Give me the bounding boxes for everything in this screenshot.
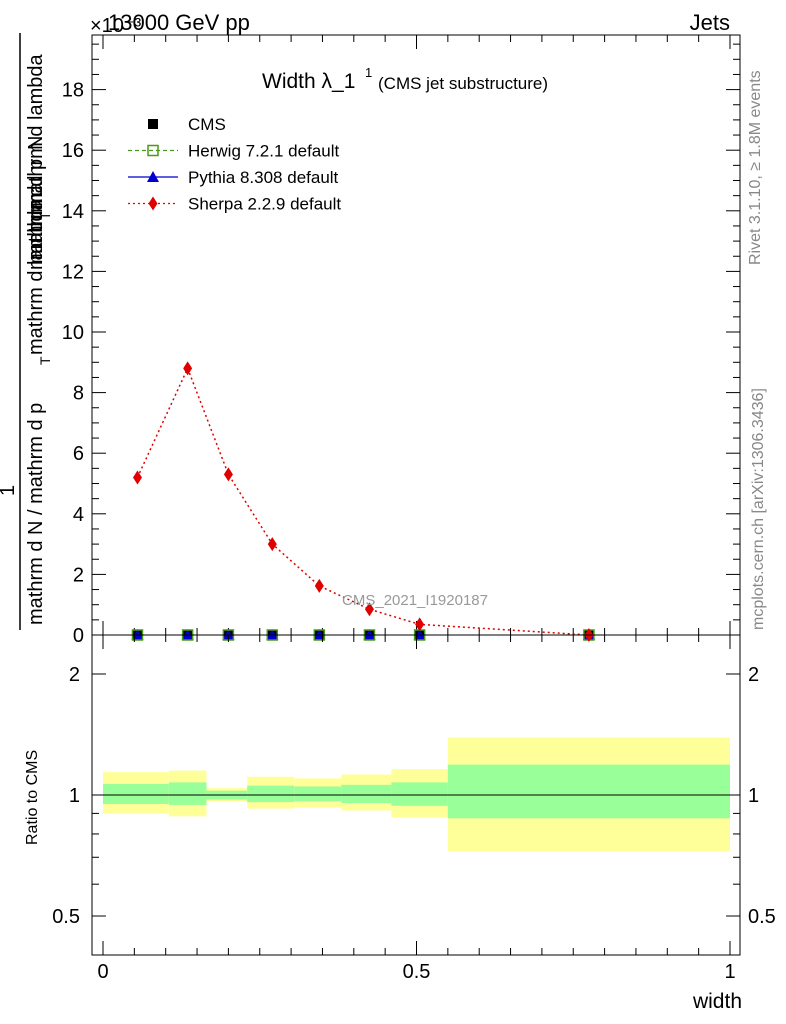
- main-y-axis: 0 2 4 6 8 10 12 14 16 18: [62, 43, 740, 647]
- ratio-band-inner: [247, 785, 295, 803]
- ratio-panel: 0.5 0.51 12 2 0 0.5 1 Ratio to CMS width: [24, 634, 776, 1013]
- ylabel-bottom: mathrm d N / mathrm d p: [25, 403, 47, 625]
- x-tick-label: 0: [97, 961, 108, 983]
- ylabel-bottom-rest: mathrm d lambda: [25, 199, 47, 355]
- y-tick-label: 4: [73, 504, 84, 526]
- rivet-label: Rivet 3.1.10, ≥ 1.8M events: [747, 70, 764, 265]
- ylabel-one: 1: [0, 485, 19, 496]
- y-tick-label: 2: [73, 564, 84, 586]
- ylabel-den-sub: T: [37, 211, 53, 220]
- category-label: Jets: [690, 10, 730, 35]
- chart-title-main: Width λ_1: [262, 70, 355, 93]
- chart-title-sub: (CMS jet substructure): [378, 74, 548, 93]
- legend-marker: [147, 144, 159, 157]
- process-label: 13000 GeV pp: [108, 10, 250, 35]
- legend-marker: [148, 119, 158, 129]
- y-tick-label: 14: [62, 201, 84, 223]
- y-tick-label: 18: [62, 80, 84, 102]
- sherpa-point: [314, 578, 324, 593]
- ratio-band-inner: [294, 786, 342, 802]
- ratio-y-tick-label-right: 2: [748, 664, 759, 686]
- x-axis-label: width: [692, 990, 742, 1013]
- ylabel-numerator-main: mathrm d: [25, 186, 47, 270]
- ylabel-numerator-rest: N: [25, 136, 47, 150]
- legend-label: Herwig 7.2.1 default: [188, 142, 339, 161]
- y-tick-label: 12: [62, 261, 84, 283]
- ratio-y-tick-label: 2: [69, 664, 80, 686]
- y-tick-label: 16: [62, 140, 84, 162]
- x-tick-label: 0.5: [403, 961, 431, 983]
- ratio-y-axis: 0.5 0.5 1 1 2 2: [52, 664, 776, 928]
- ratio-y-tick-label-right: 1: [748, 785, 759, 807]
- legend: CMS Herwig 7.2.1 default Pythia 8.308 defa…: [128, 115, 341, 214]
- legend-marker: [148, 196, 158, 211]
- mcplots-label: mcplots.cern.ch [arXiv:1306.3436]: [750, 388, 767, 630]
- legend-marker: [147, 171, 159, 182]
- sherpa-point: [364, 602, 374, 617]
- legend-label: CMS: [188, 115, 226, 134]
- y-tick-label: 6: [73, 443, 84, 465]
- ratio-x-axis: 0 0.5 1: [97, 635, 736, 983]
- ratio-bands: [103, 737, 730, 852]
- x-tick-label: 1: [724, 961, 735, 983]
- sherpa-point: [267, 537, 277, 552]
- exponent-label: ×10⁻³: [90, 15, 141, 37]
- sherpa-point: [223, 467, 233, 482]
- sherpa-point: [132, 470, 142, 485]
- ratio-band-inner: [103, 784, 169, 804]
- ylabel-numerator-den-b: mathrm d lambda: [25, 54, 47, 210]
- sherpa-point: [183, 361, 193, 376]
- y-tick-label: 10: [62, 322, 84, 344]
- y-tick-label: 0: [73, 625, 84, 647]
- legend-label: Sherpa 2.2.9 default: [188, 195, 341, 214]
- ratio-band-inner: [168, 782, 207, 805]
- main-y-label: mathrm d N mathrm d p mathrm d lambda 1 …: [0, 33, 53, 630]
- ylabel-numerator-den-a: mathrm d p: [25, 159, 47, 260]
- ratio-band-inner: [447, 764, 730, 819]
- ratio-y-tick-label: 0.5: [52, 906, 80, 928]
- ylabel-bottom-sub: T: [37, 356, 53, 365]
- main-panel: 0 2 4 6 8 10 12 14 16 18 Width λ_1 1 (CMS jet sub…: [0, 33, 741, 647]
- ratio-y-tick-label-right: 0.5: [748, 906, 776, 928]
- ratio-band-inner: [341, 784, 392, 804]
- analysis-watermark: CMS_2021_I1920187: [342, 592, 488, 609]
- sherpa-point: [415, 617, 425, 632]
- ratio-band-inner: [391, 782, 448, 806]
- ratio-y-label: Ratio to CMS: [24, 750, 41, 845]
- chart-title-sup: 1: [365, 65, 372, 80]
- ratio-y-tick-label: 1: [69, 785, 80, 807]
- legend-label: Pythia 8.308 default: [188, 168, 339, 187]
- y-tick-label: 8: [73, 383, 84, 405]
